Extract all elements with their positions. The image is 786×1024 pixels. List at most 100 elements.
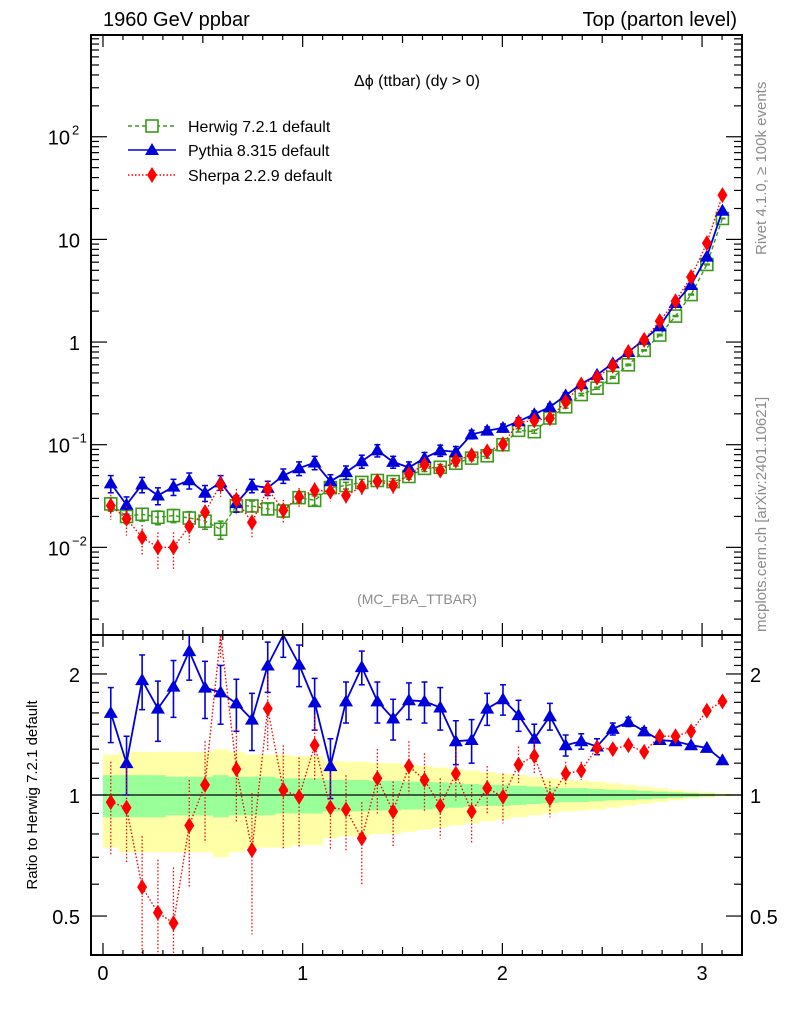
ratio-axes: 0 1 2 3 0.5 0.5 1 1 2 2 [52,623,778,985]
data-point-pythia-ratio [166,679,181,692]
data-point-pythia [433,443,448,456]
data-point-pythia-ratio [323,759,338,772]
y-tick-label: 10 [48,436,70,458]
data-point-pythia [464,427,479,440]
data-point-herwig [260,502,275,516]
data-point-sherpa [105,497,116,514]
data-point-sherpa [325,483,336,500]
series-pythia [103,203,730,516]
ratio-y-tick-label-left: 2 [69,665,80,687]
data-point-herwig [668,309,683,323]
data-point-sherpa-ratio [403,758,414,775]
ratio-band-inner [134,775,151,818]
series-line-sherpa [110,194,724,548]
data-point-sherpa [309,482,320,499]
ratio-y-tick-label-right: 0.5 [750,907,778,929]
data-point-pythia-ratio [150,701,165,714]
data-point-sherpa-ratio [717,693,728,710]
data-point-pythia [370,443,385,456]
data-point-sherpa [639,331,650,348]
data-point-pythia [119,497,134,510]
data-point-sherpa [607,357,618,374]
data-point-sherpa [372,473,383,490]
data-point-sherpa [137,529,148,546]
y-tick-label: 1 [69,333,80,355]
data-point-sherpa [717,187,728,204]
x-tick-label: 3 [696,963,707,985]
data-point-sherpa [184,518,195,535]
data-point-sherpa-ratio [576,762,587,779]
data-point-sherpa-ratio [607,741,618,758]
data-point-herwig [213,522,228,537]
data-point-pythia-ratio [527,731,542,744]
ratio-bands [102,749,731,858]
data-point-sherpa-ratio [670,728,681,745]
data-point-sherpa-ratio [372,770,383,787]
data-point-pythia-ratio [307,695,322,708]
data-point-sherpa [168,539,179,556]
data-point-pythia-ratio [339,694,354,707]
mcplots-label: mcplots.cern.ch [arXiv:2401.10621] [753,397,770,632]
data-point-sherpa [544,410,555,427]
data-point-sherpa [466,447,477,464]
data-point-sherpa-ratio [184,817,195,834]
data-point-pythia-ratio [621,714,636,727]
data-point-sherpa [356,478,367,495]
data-point-sherpa-ratio [482,780,493,797]
data-point-pythia [150,488,165,501]
data-point-sherpa-ratio [466,803,477,820]
data-point-pythia [386,454,401,467]
data-point-pythia [495,420,510,433]
x-tick-label: 2 [497,963,508,985]
data-point-pythia [480,423,495,436]
x-tick-label: 1 [297,963,308,985]
ratio-band-inner [306,778,323,814]
series-sherpa-ratio [105,634,728,955]
header-left-label: 1960 GeV ppbar [103,9,250,31]
data-point-pythia [354,454,369,467]
data-point-pythia-ratio [684,738,699,751]
data-point-pythia-ratio [370,694,385,707]
data-point-pythia [135,477,150,490]
data-point-sherpa [341,487,352,504]
data-point-sherpa [388,477,399,494]
series-pythia-ratio [103,633,730,800]
data-point-sherpa [529,412,540,429]
data-point-pythia [542,399,557,412]
series-line-pythia-ratio [109,633,723,767]
data-point-herwig [166,508,181,523]
y-tick-label: 10 [58,230,80,252]
data-point-pythia-ratio [605,721,620,734]
main-series-layer [103,187,730,571]
data-point-sherpa-ratio [623,737,634,754]
data-point-sherpa [152,539,163,556]
data-point-sherpa [670,293,681,310]
data-point-pythia [448,444,463,457]
legend-item-sherpa: Sherpa 2.2.9 default [128,167,333,185]
data-point-sherpa-ratio [152,904,163,921]
data-point-pythia [103,476,118,489]
data-point-pythia-ratio [495,692,510,705]
series-herwig [103,211,730,540]
main-plot-title: Δϕ (ttbar) (dy > 0) [354,73,480,90]
legend-item-herwig: Herwig 7.2.1 default [128,119,331,136]
data-point-pythia [715,203,730,216]
data-point-sherpa-ratio [278,781,289,798]
data-point-sherpa-ratio [497,788,508,805]
data-point-sherpa [200,504,211,521]
data-point-pythia-ratio [103,705,118,718]
data-point-sherpa-ratio [560,765,571,782]
ratio-band-inner [181,776,198,816]
ratio-series-layer [91,633,742,955]
data-point-pythia [292,461,307,474]
series-line-pythia [110,210,724,507]
data-point-sherpa-ratio [325,799,336,816]
data-point-sherpa-ratio [544,790,555,807]
data-point-pythia [182,473,197,486]
data-point-pythia-ratio [182,644,197,657]
data-point-sherpa-ratio [231,761,242,778]
data-point-sherpa-ratio [701,702,712,719]
data-point-pythia-ratio [229,696,244,709]
data-point-sherpa-ratio [294,788,305,805]
legend: Herwig 7.2.1 default Pythia 8.315 defaul… [128,119,333,185]
